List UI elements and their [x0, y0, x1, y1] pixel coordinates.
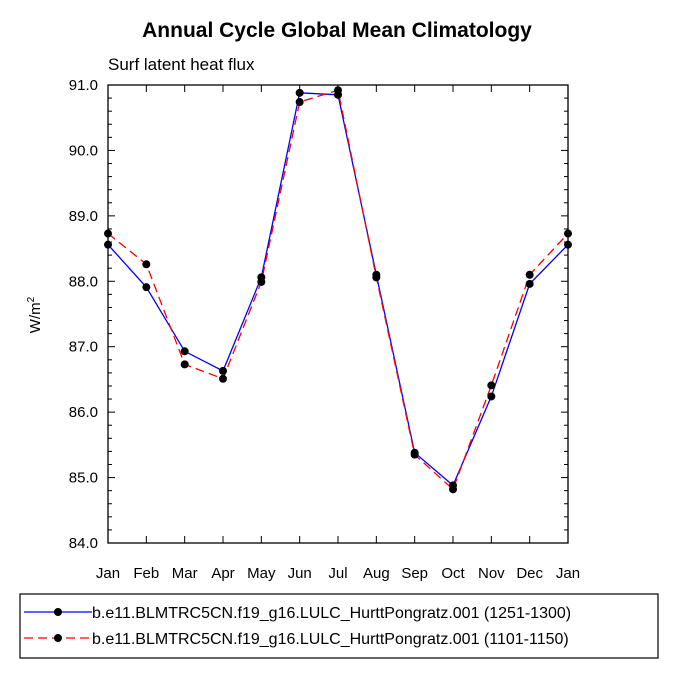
data-point [525, 279, 534, 288]
data-point [564, 229, 572, 238]
data-point [104, 229, 112, 238]
y-tick-label: 85.0 [69, 470, 98, 487]
x-tick-label: Apr [211, 565, 234, 582]
svg-text:W/m2: W/m2 [26, 296, 44, 333]
y-tick-label: 84.0 [69, 535, 98, 552]
x-tick-label: Nov [478, 565, 505, 582]
data-point [372, 273, 381, 282]
data-point [334, 86, 342, 95]
x-tick-label: May [247, 565, 276, 582]
data-point [180, 347, 189, 356]
axis-ticks [107, 84, 569, 544]
y-axis-label-text: W/m [27, 302, 44, 333]
x-tick-label: Feb [133, 565, 159, 582]
data-point [219, 374, 227, 383]
x-tick-label: Mar [172, 565, 198, 582]
series-line-1 [107, 92, 569, 487]
data-point [487, 392, 496, 401]
y-tick-label: 87.0 [69, 339, 98, 356]
data-point [180, 360, 189, 369]
series-markers [104, 86, 572, 494]
legend-box [19, 593, 659, 659]
x-tick-label: Jan [96, 565, 120, 582]
data-point [104, 240, 112, 249]
y-tick-label: 86.0 [69, 404, 98, 421]
legend-marker-2 [54, 634, 62, 642]
y-axis-label-superscript: 2 [26, 296, 37, 302]
data-point [564, 240, 572, 249]
data-point [487, 381, 496, 390]
legend-marker-1 [54, 608, 62, 616]
y-tick-label: 91.0 [69, 77, 98, 94]
y-axis-label: W/m2 [26, 296, 44, 333]
data-point [219, 366, 227, 375]
data-point [295, 88, 304, 97]
x-tick-label: Jun [288, 565, 312, 582]
axis-tick-labels: Jan Feb Mar Apr May Jun Jul Aug Sep Oct Nov Dec Jan 8… [69, 77, 580, 582]
y-tick-label: 89.0 [69, 208, 98, 225]
y-tick-label: 88.0 [69, 273, 98, 290]
x-tick-label: Oct [441, 565, 465, 582]
data-point [142, 283, 151, 292]
legend-label-1: b.e11.BLMTRC5CN.f19_g16.LULC_HurttPongra… [92, 605, 571, 622]
data-point [142, 260, 151, 269]
series-lines [107, 89, 569, 491]
chart-title: Annual Cycle Global Mean Climatology [142, 19, 532, 42]
x-tick-label: Jul [328, 565, 347, 582]
x-tick-label: Jan [556, 565, 580, 582]
legend-label-2: b.e11.BLMTRC5CN.f19_g16.LULC_HurttPongra… [92, 631, 569, 648]
series-line-2 [107, 89, 569, 491]
plot-frame [107, 84, 569, 544]
chart-subtitle: Surf latent heat flux [108, 55, 255, 74]
data-point [525, 270, 534, 279]
data-point [410, 450, 419, 459]
x-tick-label: Sep [401, 565, 428, 582]
data-point [257, 277, 266, 286]
x-tick-label: Dec [516, 565, 543, 582]
x-tick-label: Aug [363, 565, 390, 582]
data-point [295, 98, 304, 107]
data-point [449, 485, 457, 494]
legend: b.e11.BLMTRC5CN.f19_g16.LULC_HurttPongra… [24, 605, 571, 648]
y-tick-label: 90.0 [69, 142, 98, 159]
